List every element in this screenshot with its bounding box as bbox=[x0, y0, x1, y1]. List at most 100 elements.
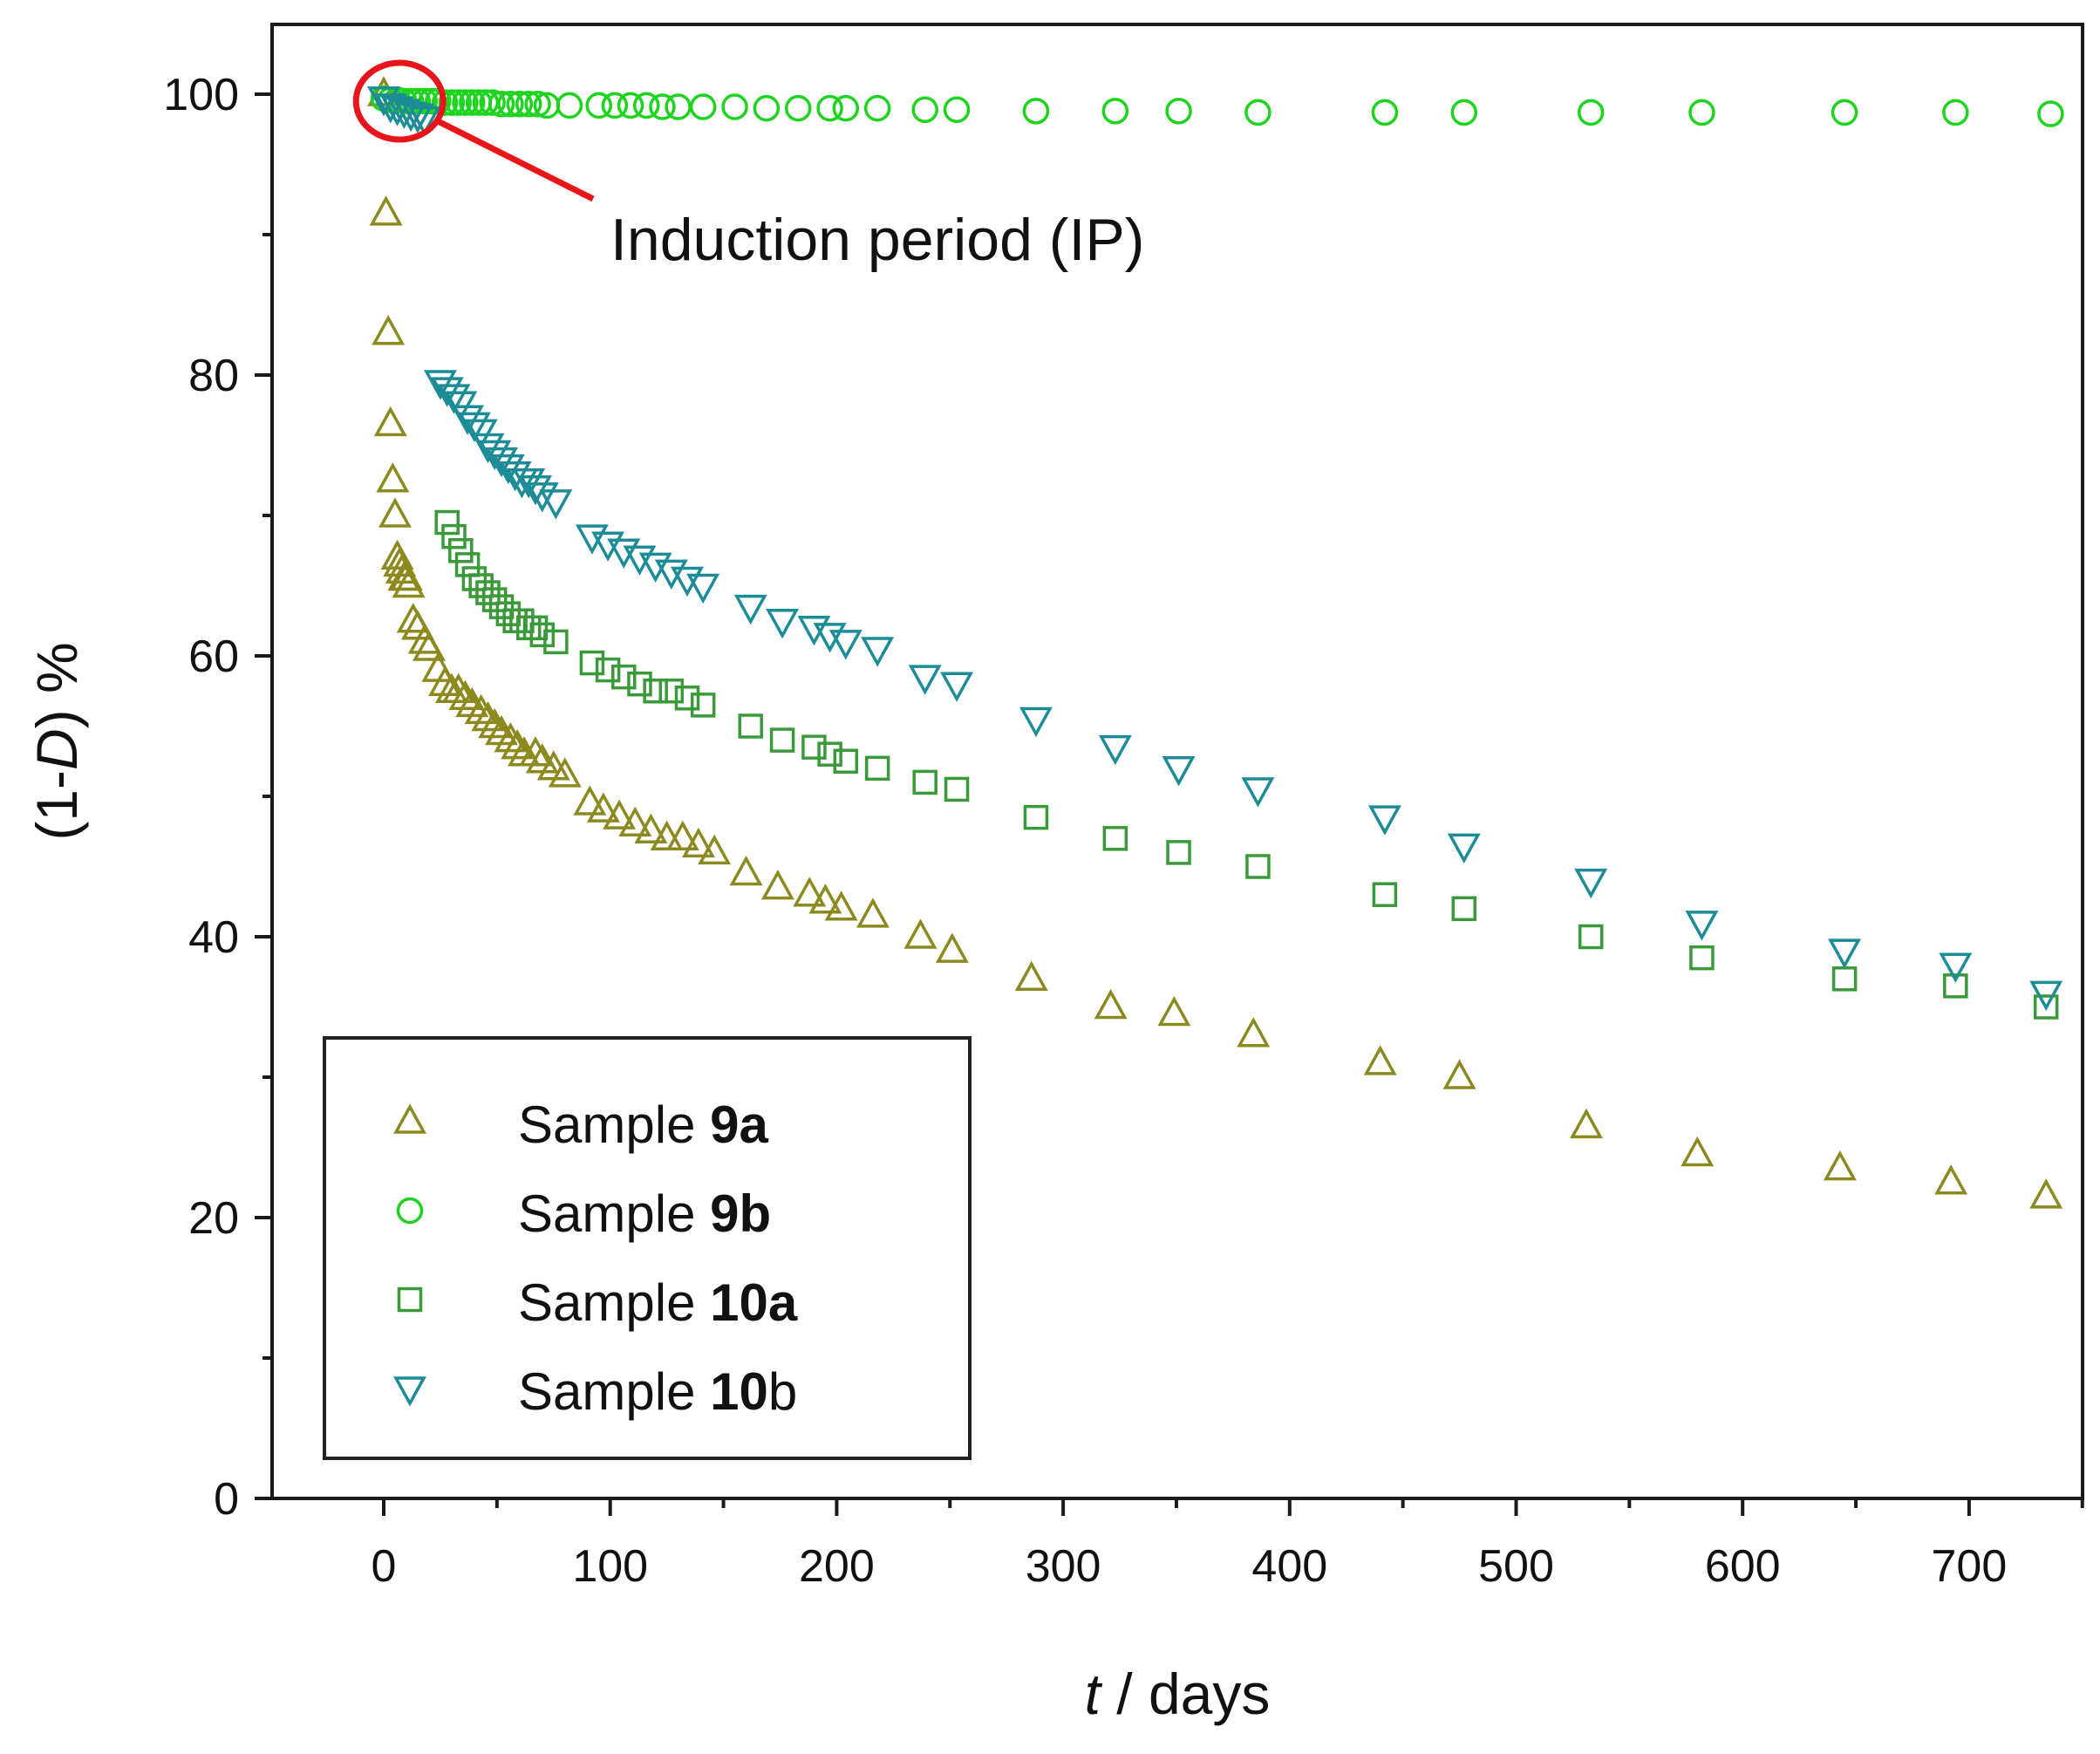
data-point bbox=[1823, 1150, 1857, 1181]
data-point bbox=[793, 877, 827, 907]
data-point bbox=[1578, 924, 1604, 950]
series-sample-9b bbox=[370, 85, 2064, 127]
data-point bbox=[524, 91, 551, 118]
data-point bbox=[591, 531, 625, 562]
data-point bbox=[369, 195, 403, 226]
data-point bbox=[654, 559, 688, 590]
data-point bbox=[367, 76, 400, 106]
series-sample-9a bbox=[367, 76, 2063, 1209]
x-tick-label: 0 bbox=[372, 1541, 397, 1592]
data-point bbox=[690, 693, 716, 718]
data-point bbox=[525, 482, 559, 513]
x-tick-label: 400 bbox=[1251, 1541, 1327, 1592]
data-point bbox=[595, 657, 621, 683]
series-sample-10b bbox=[367, 86, 2063, 1012]
x-axis-title-unit: / days bbox=[1101, 1662, 1270, 1726]
data-point bbox=[502, 608, 528, 633]
data-point bbox=[658, 679, 685, 704]
data-point bbox=[633, 92, 660, 119]
data-point bbox=[1101, 98, 1129, 125]
data-point bbox=[556, 92, 583, 119]
data-point bbox=[617, 92, 644, 119]
y-tick-label: 100 bbox=[163, 70, 239, 120]
data-point bbox=[479, 89, 506, 116]
data-point bbox=[509, 608, 535, 633]
data-point bbox=[861, 637, 895, 667]
data-point bbox=[729, 855, 763, 886]
data-point bbox=[689, 93, 717, 120]
annotation: Induction period (IP) bbox=[352, 59, 1144, 273]
data-point bbox=[808, 884, 842, 914]
legend-item-10a: Sample 10a bbox=[397, 1273, 798, 1332]
data-point bbox=[579, 650, 605, 676]
legend-label-9b: Sample 9b bbox=[518, 1184, 771, 1243]
data-point bbox=[2037, 100, 2064, 127]
data-point bbox=[400, 103, 434, 133]
data-point bbox=[1371, 99, 1399, 126]
x-tick-label: 300 bbox=[1026, 1541, 1101, 1592]
data-point bbox=[607, 538, 641, 569]
legend-marker bbox=[397, 1286, 423, 1313]
data-point bbox=[2033, 994, 2059, 1020]
data-point bbox=[428, 665, 462, 696]
data-point bbox=[618, 806, 652, 836]
data-point bbox=[501, 729, 535, 760]
data-point bbox=[603, 799, 637, 829]
data-point bbox=[1241, 777, 1275, 808]
data-point bbox=[1098, 734, 1132, 766]
data-point bbox=[1014, 960, 1048, 992]
data-point bbox=[665, 93, 692, 120]
legend-marker bbox=[393, 1376, 426, 1407]
data-point bbox=[911, 96, 938, 123]
data-point bbox=[766, 609, 800, 639]
data-point bbox=[1828, 938, 1862, 969]
data-point bbox=[944, 776, 970, 802]
y-axis-title-var: D bbox=[24, 728, 89, 770]
data-point bbox=[686, 573, 720, 604]
legend-label-10a: Sample 10a bbox=[518, 1273, 798, 1332]
y-axis-title-close: ) % bbox=[24, 642, 89, 728]
data-point bbox=[445, 89, 472, 116]
series-sample-10a bbox=[434, 509, 2059, 1020]
data-point bbox=[863, 94, 891, 122]
data-point bbox=[2029, 980, 2063, 1012]
x-axis-title: t / days bbox=[1085, 1662, 1271, 1726]
data-point bbox=[627, 671, 652, 697]
data-point bbox=[1094, 988, 1128, 1020]
data-point bbox=[1442, 1059, 1476, 1089]
data-point bbox=[623, 545, 657, 576]
x-tick-label: 200 bbox=[799, 1541, 875, 1592]
y-tick-label: 40 bbox=[188, 912, 239, 963]
data-point bbox=[478, 707, 512, 739]
data-point bbox=[801, 734, 827, 760]
data-point bbox=[522, 615, 549, 641]
legend-label-10b: Sample 10b bbox=[518, 1362, 797, 1421]
x-tick-label: 700 bbox=[1932, 1541, 2008, 1592]
data-point bbox=[785, 94, 812, 122]
legend-item-10b: Sample 10b bbox=[393, 1362, 797, 1421]
data-point bbox=[650, 820, 684, 851]
data-point bbox=[448, 679, 482, 711]
data-point bbox=[753, 94, 781, 122]
data-point bbox=[519, 736, 552, 767]
data-point bbox=[529, 622, 556, 648]
data-point bbox=[1685, 911, 1719, 941]
data-point bbox=[733, 594, 767, 625]
data-point bbox=[1102, 826, 1128, 851]
legend-items: Sample 9a Sample 9b Sample 10a Sample 10… bbox=[393, 1095, 798, 1421]
data-point bbox=[376, 462, 410, 493]
data-point bbox=[1681, 1136, 1715, 1167]
data-point bbox=[643, 679, 668, 704]
data-point bbox=[506, 91, 534, 118]
data-point bbox=[387, 99, 421, 129]
data-point bbox=[457, 412, 491, 442]
data-point bbox=[1831, 966, 1858, 992]
data-point bbox=[817, 741, 842, 767]
data-point bbox=[497, 91, 524, 118]
data-point bbox=[721, 93, 748, 120]
data-point bbox=[1023, 804, 1049, 830]
data-point bbox=[816, 94, 843, 122]
data-point bbox=[573, 785, 607, 816]
data-point bbox=[665, 820, 699, 851]
